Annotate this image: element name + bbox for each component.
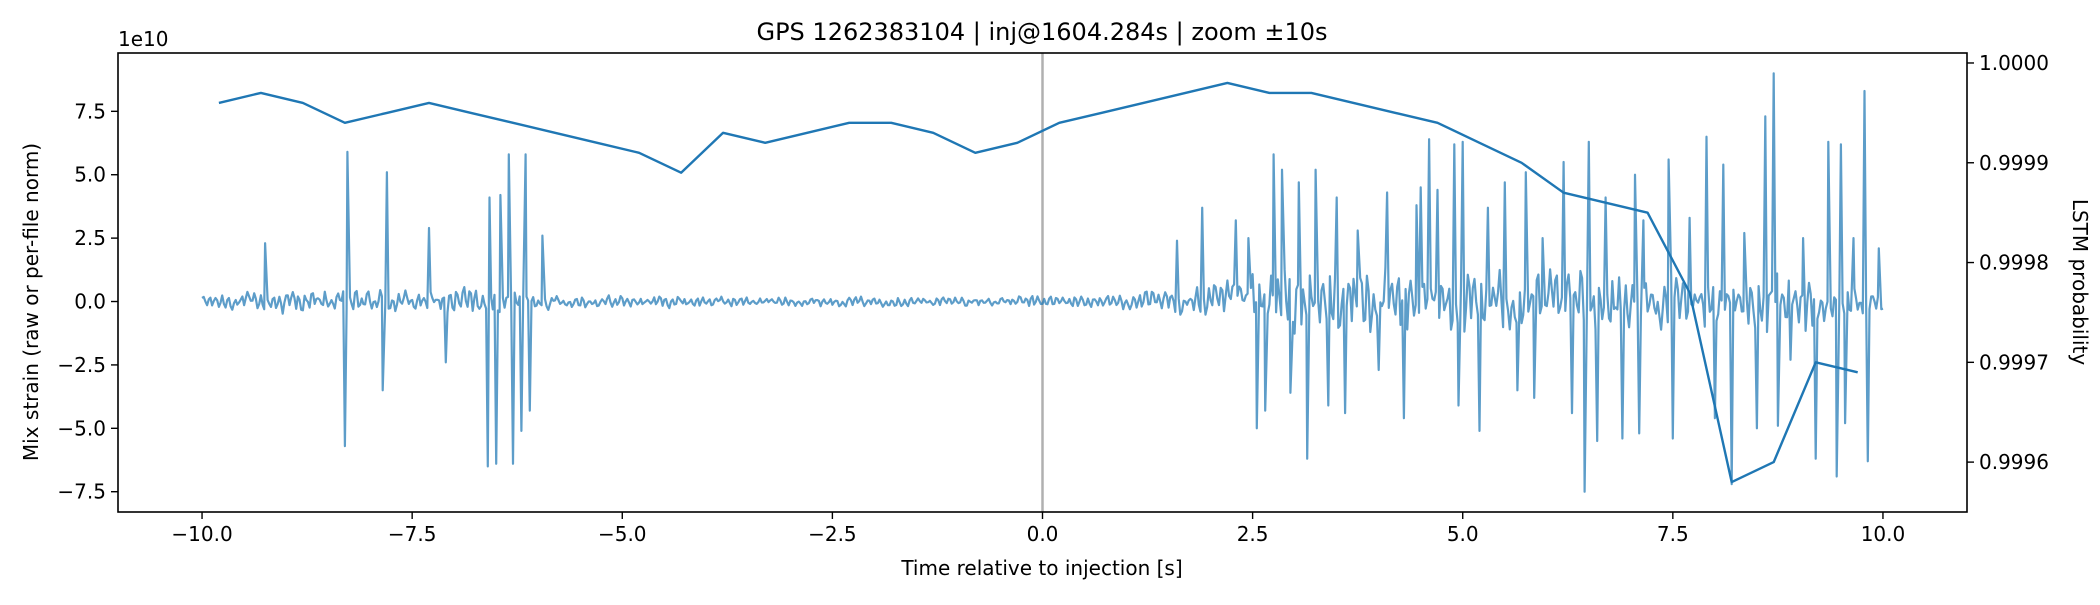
y-right-tick-label: 0.9999 <box>1979 151 2049 175</box>
x-tick-label: −5.0 <box>598 522 647 546</box>
y-left-tick-label: −2.5 <box>57 353 106 377</box>
y-left-tick-label: 7.5 <box>74 99 106 123</box>
y-right-tick-label: 1.0000 <box>1979 51 2049 75</box>
y-axis-right-label: LSTM probability <box>2068 199 2092 366</box>
x-tick-label: 2.5 <box>1237 522 1269 546</box>
y-left-tick-label: 0.0 <box>74 290 106 314</box>
x-tick-label: 10.0 <box>1861 522 1906 546</box>
y-left-tick-label: 2.5 <box>74 226 106 250</box>
x-tick-label: −2.5 <box>808 522 857 546</box>
x-tick-label: 0.0 <box>1027 522 1059 546</box>
x-tick-label: 5.0 <box>1447 522 1479 546</box>
y-left-tick-label: −7.5 <box>57 480 106 504</box>
y-right-tick-label: 0.9998 <box>1979 251 2049 275</box>
x-axis-label: Time relative to injection [s] <box>900 556 1182 580</box>
x-tick-label: −7.5 <box>388 522 437 546</box>
y-right-tick-label: 0.9997 <box>1979 350 2049 374</box>
y-axis-left-label: Mix strain (raw or per-file norm) <box>19 143 43 461</box>
y-right-tick-label: 0.9996 <box>1979 450 2049 474</box>
y-axis-left-offset-text: 1e10 <box>118 27 168 51</box>
x-tick-label: 7.5 <box>1657 522 1689 546</box>
x-tick-label: −10.0 <box>171 522 232 546</box>
chart-title: GPS 1262383104 | inj@1604.284s | zoom ±1… <box>756 18 1327 46</box>
y-left-tick-label: 5.0 <box>74 163 106 187</box>
y-left-tick-label: −5.0 <box>57 416 106 440</box>
